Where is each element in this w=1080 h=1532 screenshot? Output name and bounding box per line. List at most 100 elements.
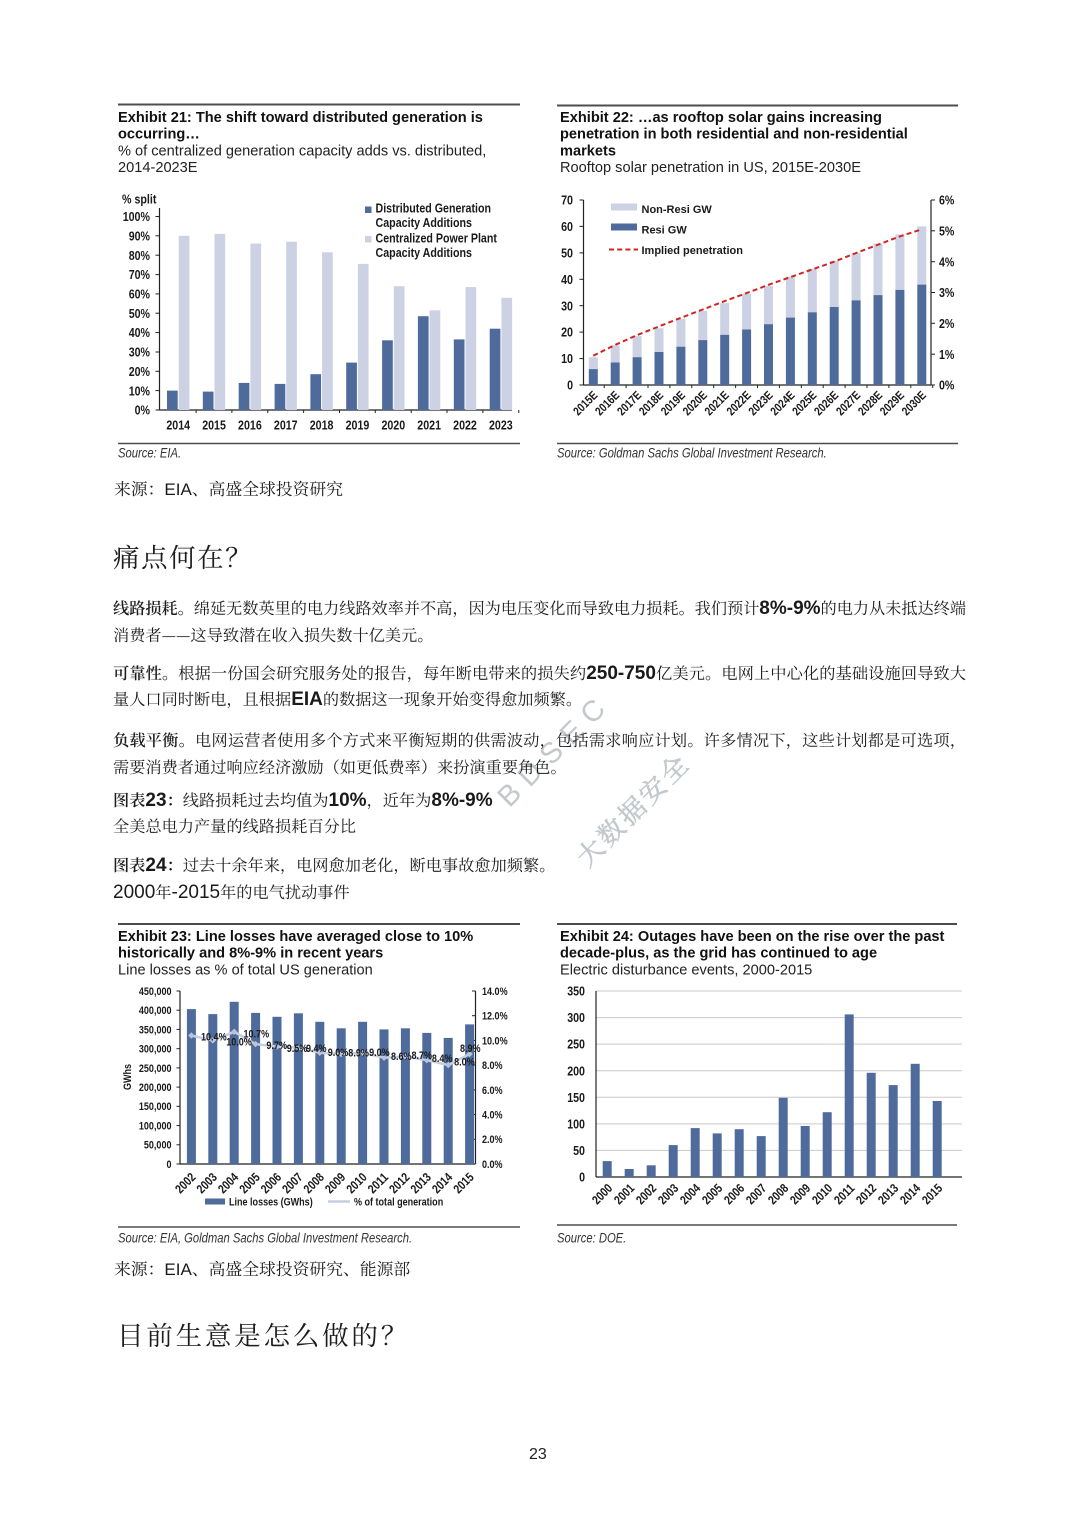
svg-text:2004: 2004 (677, 1181, 703, 1207)
svg-text:2015: 2015 (451, 1170, 477, 1196)
svg-text:2005: 2005 (699, 1181, 725, 1207)
svg-text:2021: 2021 (417, 418, 441, 433)
svg-text:90%: 90% (129, 228, 151, 243)
svg-text:8.6%: 8.6% (391, 1051, 412, 1063)
svg-text:2008: 2008 (301, 1170, 327, 1196)
svg-text:1%: 1% (939, 347, 955, 362)
svg-text:penetration in both residentia: penetration in both residential and non-… (560, 127, 908, 143)
svg-text:2.0%: 2.0% (482, 1134, 503, 1146)
svg-text:2016: 2016 (238, 418, 262, 433)
svg-text:9.0%: 9.0% (369, 1047, 390, 1059)
svg-text:Electric disturbance events, 2: Electric disturbance events, 2000-2015 (560, 963, 812, 979)
svg-text:250,000: 250,000 (139, 1063, 172, 1075)
svg-text:Capacity Additions: Capacity Additions (376, 215, 473, 230)
svg-text:50: 50 (573, 1143, 585, 1158)
svg-text:2%: 2% (939, 316, 955, 331)
svg-text:Source: Goldman Sachs Global I: Source: Goldman Sachs Global Investment … (557, 446, 827, 461)
svg-text:300,000: 300,000 (139, 1044, 172, 1056)
svg-text:250: 250 (567, 1037, 585, 1052)
svg-text:8.4%: 8.4% (432, 1053, 453, 1065)
svg-text:% of centralized generation ca: % of centralized generation capacity add… (118, 144, 486, 160)
svg-text:Source: EIA.: Source: EIA. (118, 446, 181, 461)
svg-text:4.0%: 4.0% (482, 1109, 503, 1121)
svg-text:350: 350 (567, 984, 585, 999)
svg-text:0: 0 (167, 1159, 172, 1171)
svg-text:60: 60 (561, 219, 573, 234)
svg-text:2030E: 2030E (899, 388, 929, 418)
svg-text:Centralized Power Plant: Centralized Power Plant (376, 230, 498, 245)
svg-text:2014: 2014 (429, 1170, 455, 1196)
svg-text:3%: 3% (939, 285, 955, 300)
svg-text:9.4%: 9.4% (306, 1043, 327, 1055)
svg-text:2018: 2018 (310, 418, 334, 433)
svg-text:2021E: 2021E (702, 388, 732, 418)
svg-text:2025E: 2025E (789, 388, 819, 418)
svg-text:Distributed Generation: Distributed Generation (376, 201, 492, 216)
svg-text:40%: 40% (129, 325, 151, 340)
svg-text:2009: 2009 (787, 1181, 813, 1207)
svg-text:2028E: 2028E (855, 388, 885, 418)
svg-text:23: 23 (529, 1446, 547, 1463)
svg-text:10.4%: 10.4% (201, 1031, 227, 1043)
svg-text:0%: 0% (939, 378, 955, 393)
svg-text:2015: 2015 (919, 1181, 945, 1207)
svg-text:2017E: 2017E (614, 388, 644, 418)
svg-text:decade-plus, as the grid has c: decade-plus, as the grid has continued t… (560, 946, 877, 962)
svg-text:2002: 2002 (172, 1170, 198, 1196)
svg-text:100%: 100% (123, 209, 151, 224)
svg-text:2013: 2013 (875, 1181, 901, 1207)
svg-text:8.7%: 8.7% (412, 1050, 433, 1062)
svg-text:2014: 2014 (166, 418, 190, 433)
svg-text:50: 50 (561, 245, 573, 260)
svg-text:2009: 2009 (322, 1170, 348, 1196)
svg-text:2013: 2013 (408, 1170, 434, 1196)
svg-text:200,000: 200,000 (139, 1082, 172, 1094)
svg-text:70%: 70% (129, 267, 151, 282)
svg-text:100,000: 100,000 (139, 1120, 172, 1132)
svg-text:Implied penetration: Implied penetration (642, 245, 744, 257)
svg-text:0.0%: 0.0% (482, 1159, 503, 1171)
svg-text:450,000: 450,000 (139, 986, 172, 998)
svg-text:10.0%: 10.0% (226, 1036, 252, 1048)
svg-text:2017: 2017 (274, 418, 298, 433)
svg-text:2012: 2012 (853, 1181, 879, 1207)
svg-text:30%: 30% (129, 345, 151, 360)
svg-text:9.5%: 9.5% (287, 1043, 308, 1055)
svg-text:150,000: 150,000 (139, 1101, 172, 1113)
svg-text:12.0%: 12.0% (482, 1011, 508, 1023)
svg-text:Capacity Additions: Capacity Additions (376, 245, 473, 260)
svg-text:markets: markets (560, 144, 616, 160)
svg-text:0%: 0% (135, 403, 151, 418)
svg-text:2019E: 2019E (658, 388, 688, 418)
svg-text:6%: 6% (939, 193, 955, 208)
svg-text:0: 0 (579, 1170, 585, 1185)
svg-text:2006: 2006 (258, 1170, 284, 1196)
svg-text:2004: 2004 (215, 1170, 241, 1196)
svg-text:8.9%: 8.9% (460, 1043, 481, 1055)
svg-text:9.7%: 9.7% (266, 1040, 287, 1052)
svg-text:2014-2023E: 2014-2023E (118, 160, 198, 176)
svg-text:2002: 2002 (633, 1181, 659, 1207)
svg-text:10.0%: 10.0% (482, 1035, 508, 1047)
svg-text:2005: 2005 (237, 1170, 263, 1196)
svg-text:historically and 8%-9% in rece: historically and 8%-9% in recent years (118, 946, 383, 962)
svg-text:20%: 20% (129, 364, 151, 379)
svg-text:2003: 2003 (655, 1181, 681, 1207)
svg-text:2026E: 2026E (811, 388, 841, 418)
svg-text:2011: 2011 (831, 1181, 857, 1207)
svg-text:80%: 80% (129, 248, 151, 263)
svg-text:GWhs: GWhs (122, 1064, 134, 1090)
svg-text:30: 30 (561, 298, 573, 313)
svg-text:% split: % split (122, 192, 157, 207)
svg-text:Exhibit 24: Outages have been: Exhibit 24: Outages have been on the ris… (560, 929, 945, 945)
svg-text:150: 150 (567, 1090, 585, 1105)
svg-text:70: 70 (561, 193, 573, 208)
svg-text:2019: 2019 (346, 418, 370, 433)
svg-text:2015: 2015 (202, 418, 226, 433)
svg-text:9.0%: 9.0% (328, 1047, 349, 1059)
svg-text:EIA: EIA (291, 689, 323, 710)
svg-text:2011: 2011 (365, 1170, 391, 1196)
svg-text:2016E: 2016E (592, 388, 622, 418)
svg-text:2000: 2000 (113, 882, 155, 903)
svg-text:0: 0 (567, 378, 573, 393)
